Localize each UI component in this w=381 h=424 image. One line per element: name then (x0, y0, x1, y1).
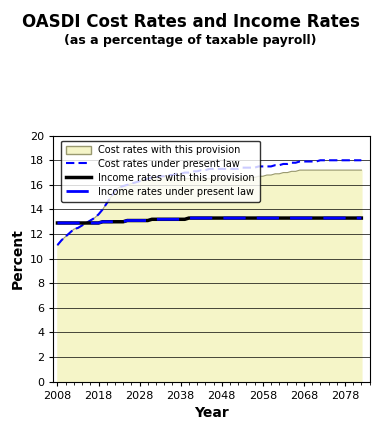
Legend: Cost rates with this provision, Cost rates under present law, Income rates with : Cost rates with this provision, Cost rat… (61, 140, 260, 202)
Text: (as a percentage of taxable payroll): (as a percentage of taxable payroll) (64, 34, 317, 47)
X-axis label: Year: Year (194, 406, 229, 420)
Text: OASDI Cost Rates and Income Rates: OASDI Cost Rates and Income Rates (22, 13, 359, 31)
Y-axis label: Percent: Percent (11, 228, 25, 289)
